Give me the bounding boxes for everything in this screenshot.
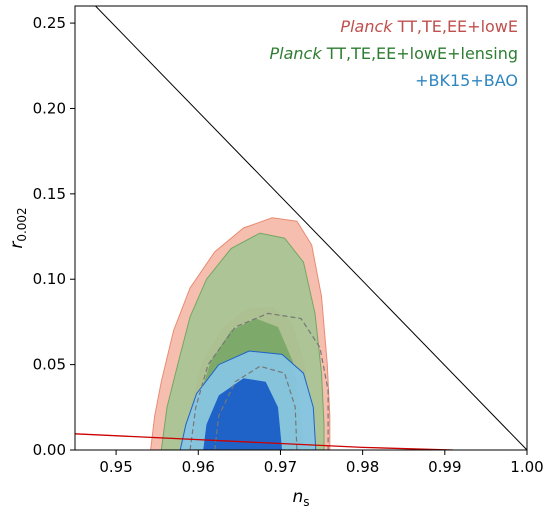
- x-tick-label: 0.99: [428, 458, 461, 476]
- legend: Planck TT,TE,EE+lowE Planck TT,TE,EE+low…: [270, 17, 518, 90]
- y-tick-label: 0.10: [33, 270, 66, 288]
- legend-entry-1: Planck TT,TE,EE+lowE: [340, 17, 518, 36]
- legend-entry-3: +BK15+BAO: [415, 71, 518, 90]
- y-axis-label: r0.002: [7, 207, 29, 248]
- x-axis-label: ns: [292, 487, 309, 509]
- black-constraint-line: [95, 6, 527, 450]
- plot-frame: [74, 5, 528, 451]
- y-tick-label: 0.25: [33, 14, 66, 32]
- dashed-contour-2: [214, 365, 298, 450]
- y-tick-label: 0.05: [33, 356, 66, 374]
- x-tick-label: 0.97: [264, 458, 297, 476]
- legend-entry-2: Planck TT,TE,EE+lowE+lensing: [270, 44, 518, 63]
- x-tick-label: 0.96: [182, 458, 215, 476]
- y-tick-label: 0.15: [33, 185, 66, 203]
- y-tick-label: 0.20: [33, 99, 66, 117]
- contour-68-series-3: [203, 378, 283, 450]
- x-tick-label: 0.95: [99, 458, 132, 476]
- dashed-contour-1: [189, 312, 329, 450]
- y-tick-label: 0.00: [33, 441, 66, 459]
- red-model-line: [75, 433, 454, 450]
- x-tick-label: 1.00: [510, 458, 543, 476]
- x-tick-label: 0.98: [346, 458, 379, 476]
